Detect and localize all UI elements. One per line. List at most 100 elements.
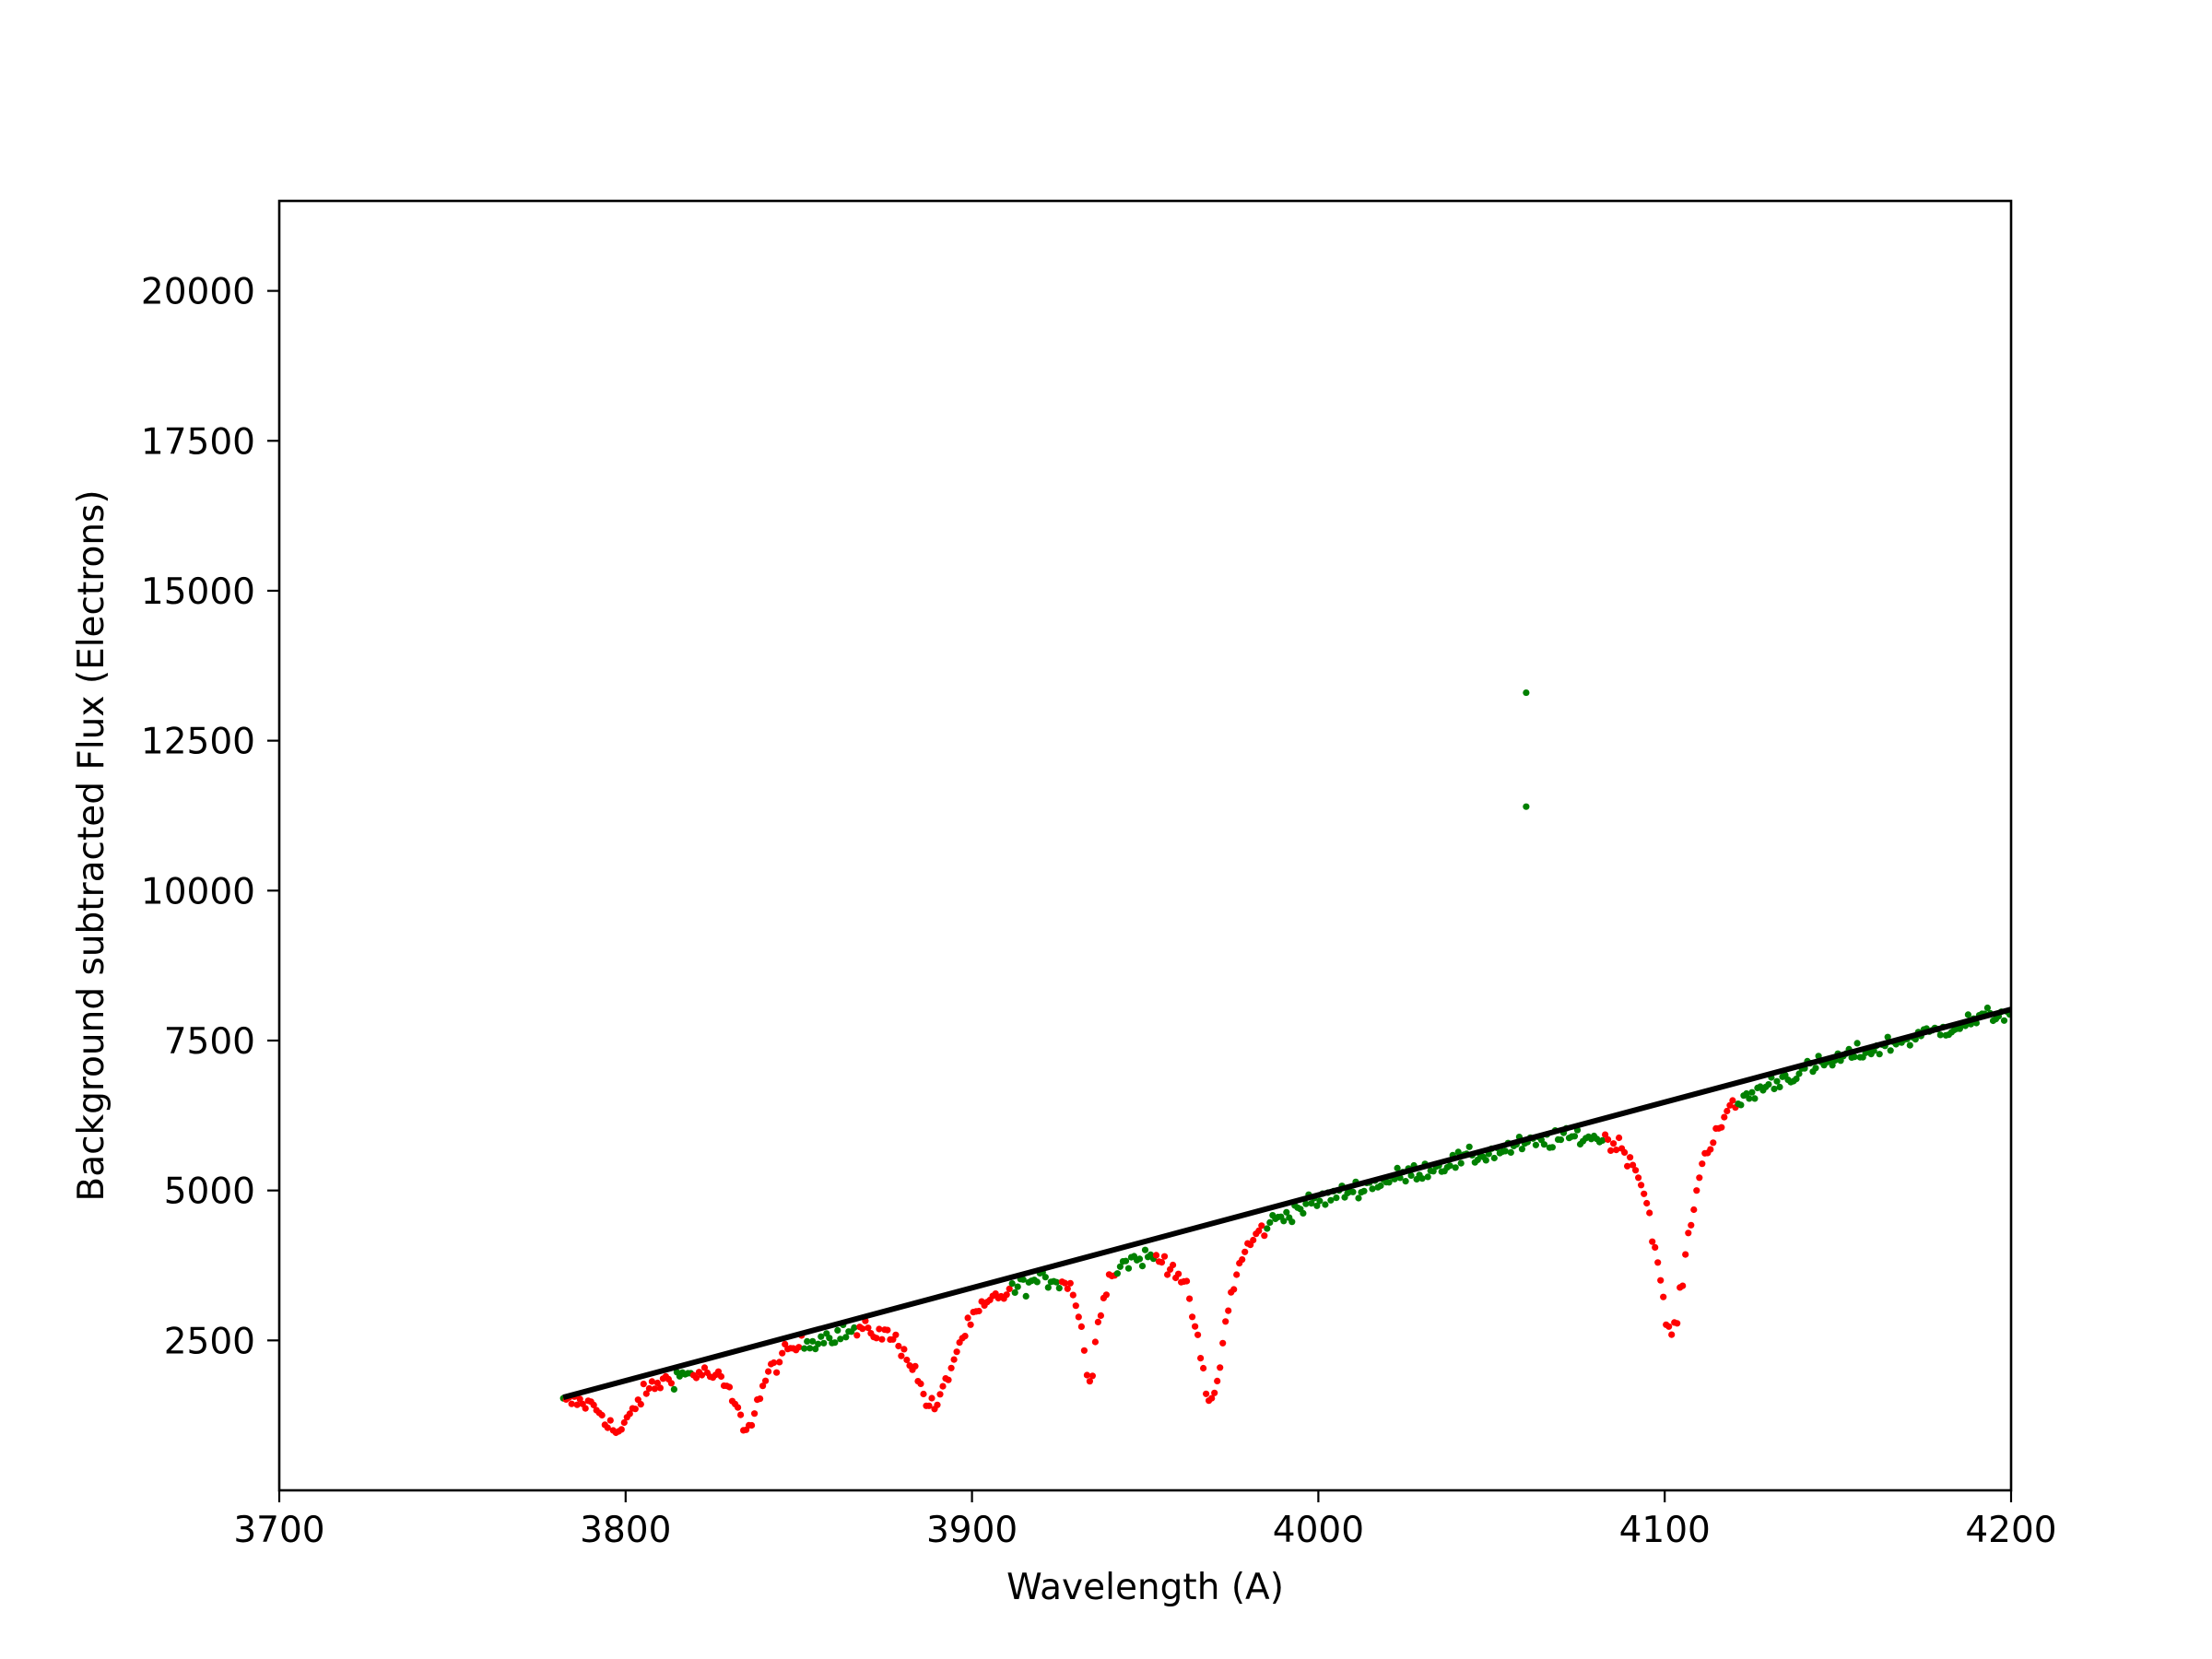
continuum-point <box>1349 1188 1357 1195</box>
absorption-point <box>1152 1252 1160 1259</box>
absorption-point <box>568 1400 575 1407</box>
absorption-point <box>1718 1124 1725 1131</box>
absorption-point <box>748 1421 756 1430</box>
continuum-point <box>1884 1033 1891 1041</box>
absorption-point <box>898 1352 905 1359</box>
absorption-point <box>961 1333 969 1340</box>
absorption-point <box>1006 1285 1013 1292</box>
continuum-point <box>1333 1194 1340 1202</box>
absorption-point <box>1064 1285 1071 1292</box>
continuum-point <box>809 1337 817 1345</box>
continuum-point <box>1377 1182 1384 1190</box>
continuum-point <box>1548 1144 1556 1151</box>
outlier-point <box>1523 803 1530 810</box>
absorption-point <box>873 1335 880 1342</box>
absorption-point <box>1688 1221 1695 1229</box>
x-axis-label: Wavelength (A) <box>1006 1567 1284 1608</box>
absorption-point <box>964 1314 971 1322</box>
absorption-point <box>714 1368 723 1375</box>
absorption-point <box>878 1335 886 1343</box>
continuum-point <box>1748 1088 1756 1096</box>
absorption-point <box>1233 1271 1241 1278</box>
absorption-point <box>1250 1236 1257 1244</box>
continuum-point <box>1266 1218 1274 1226</box>
continuum-point <box>1113 1270 1121 1277</box>
absorption-point <box>925 1402 933 1409</box>
absorption-point <box>626 1410 633 1418</box>
continuum-point <box>1773 1077 1781 1085</box>
continuum-point <box>670 1385 678 1393</box>
absorption-point <box>1679 1282 1687 1289</box>
absorption-point <box>1203 1390 1210 1397</box>
continuum-point <box>1041 1274 1049 1281</box>
absorption-point <box>859 1325 866 1333</box>
absorption-point <box>698 1371 706 1379</box>
continuum-point <box>1983 1004 1991 1012</box>
continuum-point <box>1280 1218 1288 1225</box>
continuum-point <box>1385 1179 1393 1186</box>
absorption-point <box>1610 1140 1618 1147</box>
absorption-point <box>1696 1174 1703 1182</box>
absorption-point <box>1665 1323 1673 1330</box>
continuum-point <box>1454 1148 1462 1156</box>
absorption-point <box>1261 1232 1268 1240</box>
absorption-point <box>1164 1271 1171 1278</box>
absorption-point <box>1682 1251 1689 1258</box>
absorption-point <box>700 1364 709 1371</box>
absorption-point <box>725 1383 734 1391</box>
absorption-point <box>1630 1161 1637 1169</box>
absorption-point <box>934 1401 941 1408</box>
absorption-point <box>795 1344 803 1351</box>
continuum-point <box>1369 1185 1376 1193</box>
axes-frame <box>277 199 2013 1492</box>
absorption-point <box>757 1395 764 1403</box>
absorption-point <box>576 1395 583 1403</box>
y-tick-label: 5000 <box>164 1171 255 1213</box>
absorption-point <box>945 1376 952 1383</box>
absorption-point <box>1158 1259 1166 1266</box>
absorption-point <box>582 1405 589 1412</box>
absorption-point <box>1183 1277 1191 1285</box>
absorption-point <box>573 1401 581 1408</box>
continuum-point <box>1936 1031 1944 1039</box>
absorption-point <box>765 1368 772 1375</box>
continuum-point <box>1887 1047 1894 1054</box>
x-tick-label: 3900 <box>926 1510 1018 1551</box>
continuum-point <box>1812 1065 1819 1072</box>
absorption-point <box>648 1378 656 1385</box>
absorption-point <box>1710 1139 1717 1147</box>
absorption-point <box>637 1401 644 1408</box>
absorption-point <box>751 1410 759 1418</box>
plot-area <box>559 688 2011 1437</box>
absorption-point <box>1088 1372 1096 1380</box>
absorption-point <box>1699 1160 1706 1168</box>
absorption-point <box>1624 1162 1631 1170</box>
absorption-point <box>1083 1371 1090 1379</box>
y-tick-label: 17500 <box>141 421 255 463</box>
absorption-point <box>1197 1355 1205 1362</box>
continuum-point <box>1751 1095 1759 1102</box>
absorption-point <box>1643 1199 1651 1207</box>
absorption-point <box>865 1324 872 1332</box>
absorption-point <box>653 1379 662 1387</box>
absorption-point <box>1066 1279 1074 1287</box>
continuum-point <box>1851 1053 1858 1061</box>
continuum-point <box>1418 1175 1426 1182</box>
continuum-point <box>1327 1196 1335 1204</box>
absorption-point <box>759 1382 767 1390</box>
absorption-point <box>884 1326 891 1334</box>
absorption-point <box>656 1384 665 1392</box>
absorption-point <box>1255 1227 1263 1234</box>
absorption-point <box>1200 1364 1207 1372</box>
absorption-point <box>1097 1312 1104 1319</box>
x-tick-label: 3700 <box>233 1510 324 1551</box>
absorption-point <box>1160 1253 1169 1260</box>
absorption-point <box>762 1377 770 1384</box>
absorption-point <box>1241 1248 1249 1255</box>
absorption-point <box>1621 1148 1629 1156</box>
ticks: 3700 3800 3900 4000 4100 4200 2500 5000 7500 1000… <box>141 272 2057 1551</box>
continuum-point <box>1300 1209 1307 1217</box>
x-tick-label: 4200 <box>1965 1510 2056 1551</box>
continuum-point <box>1964 1011 1971 1018</box>
continuum-point <box>1122 1257 1130 1265</box>
